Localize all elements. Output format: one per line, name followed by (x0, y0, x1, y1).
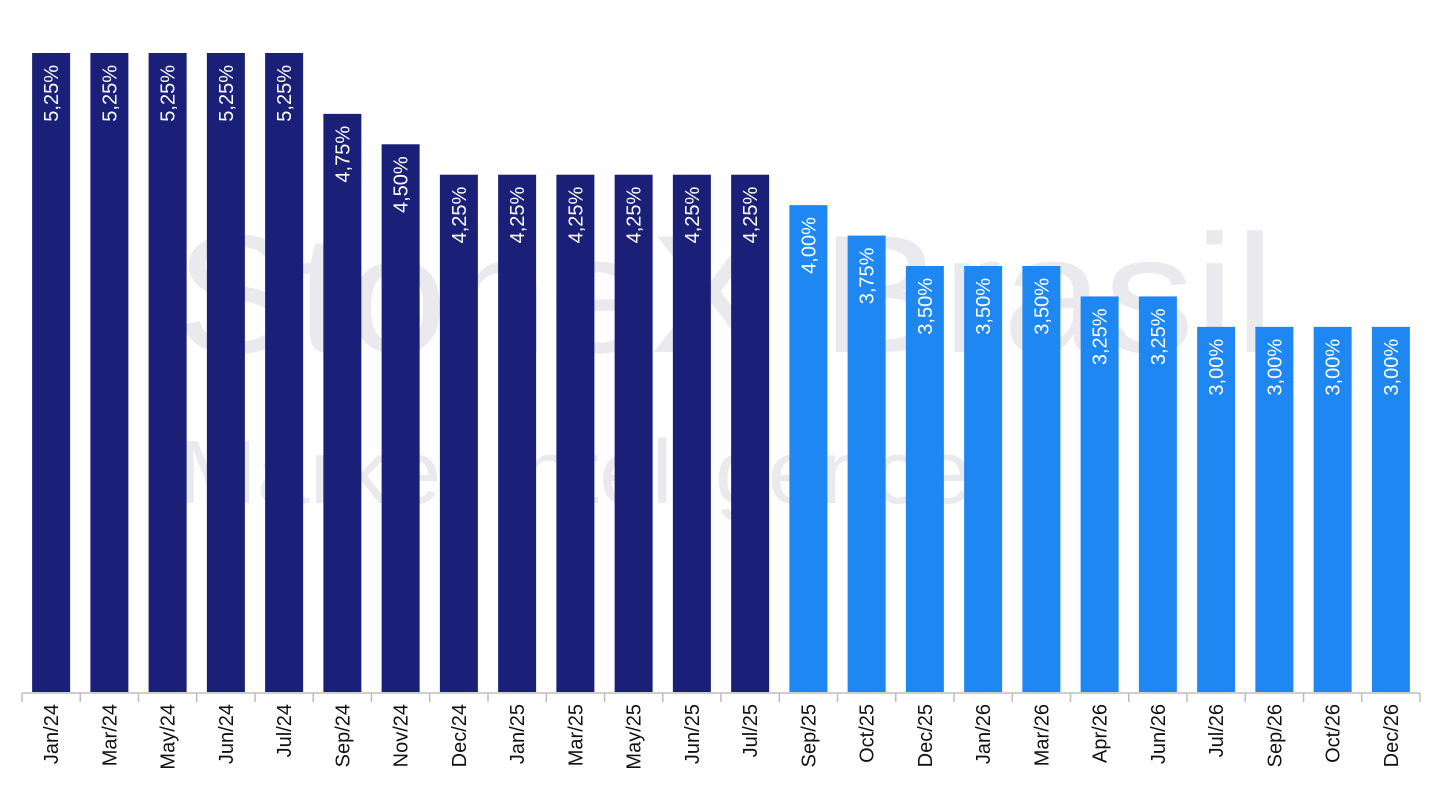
data-label: 5,25% (158, 65, 180, 122)
data-label: 4,25% (624, 187, 646, 244)
x-tick-label: May/24 (158, 704, 180, 770)
x-tick-label: Sep/26 (1264, 704, 1286, 767)
bar-jan-25 (498, 174, 537, 692)
x-tick-label: Sep/25 (798, 704, 820, 767)
bar-oct-25 (847, 235, 886, 693)
bar-sep-24 (323, 113, 362, 693)
bar-jun-24 (206, 53, 245, 692)
data-label: 5,25% (41, 65, 63, 122)
bar-oct-26 (1313, 326, 1352, 692)
x-tick-label: Jan/24 (41, 704, 63, 764)
bar-jul-26 (1197, 326, 1236, 692)
x-tick-label: Nov/24 (391, 704, 413, 767)
data-label: 3,75% (857, 247, 879, 304)
data-label: 5,25% (99, 65, 121, 122)
data-label: 3,25% (1090, 308, 1112, 365)
x-tick-label: Dec/24 (449, 704, 471, 767)
data-label: 5,25% (274, 65, 296, 122)
bar-sep-26 (1255, 326, 1294, 692)
x-tick-label: Dec/26 (1381, 704, 1403, 767)
data-label: 4,50% (391, 156, 413, 213)
data-label: 3,50% (915, 278, 937, 335)
x-tick-label: May/25 (624, 704, 646, 770)
x-tick-label: Oct/25 (857, 704, 879, 763)
bar-jun-26 (1138, 296, 1177, 692)
x-axis-ticks (21, 693, 1421, 702)
x-tick-label: Mar/24 (99, 704, 121, 766)
bar-nov-24 (381, 144, 420, 693)
data-label: 4,25% (565, 187, 587, 244)
x-tick-label: Jul/26 (1206, 704, 1228, 757)
bar-jun-25 (672, 174, 711, 692)
bar-mar-26 (1022, 266, 1061, 692)
x-tick-label: Mar/25 (565, 704, 587, 766)
bar-may-24 (148, 53, 187, 692)
data-label: 3,00% (1264, 339, 1286, 396)
x-tick-label: Apr/26 (1090, 704, 1112, 763)
x-tick-label: Mar/26 (1031, 704, 1053, 766)
x-axis-tick-labels: Jan/24 Mar/24 May/24 Jun/24 Jul/24 Sep/24 Nov/… (41, 704, 1403, 770)
data-label: 3,25% (1148, 308, 1170, 365)
bar-mar-25 (556, 174, 595, 692)
data-label: 4,25% (682, 187, 704, 244)
bar-jan-26 (964, 266, 1003, 692)
x-tick-label: Jan/26 (973, 704, 995, 764)
bars-group (32, 53, 1410, 693)
x-tick-label: Jun/24 (216, 704, 238, 764)
data-label: 4,75% (332, 126, 354, 183)
x-tick-label: Jun/26 (1148, 704, 1170, 764)
bar-may-25 (614, 174, 653, 692)
x-tick-label: Sep/24 (332, 704, 354, 767)
data-label: 4,25% (507, 187, 529, 244)
x-tick-label: Jul/24 (274, 704, 296, 757)
data-label: 4,00% (798, 217, 820, 274)
x-tick-label: Jun/25 (682, 704, 704, 764)
bar-mar-24 (90, 53, 129, 692)
data-label: 3,00% (1381, 339, 1403, 396)
bar-dec-25 (905, 266, 944, 692)
data-label: 3,50% (1031, 278, 1053, 335)
x-tick-label: Jul/25 (740, 704, 762, 757)
bar-labels-group: 5,25% 5,25% 5,25% 5,25% 5,25% 4,75% 4,50% 4,25%… (41, 65, 1403, 396)
data-label: 5,25% (216, 65, 238, 122)
data-label: 4,25% (740, 187, 762, 244)
data-label: 3,00% (1206, 339, 1228, 396)
bar-dec-24 (439, 174, 478, 692)
bar-jan-24 (32, 53, 71, 692)
x-tick-label: Dec/25 (915, 704, 937, 767)
data-label: 4,25% (449, 187, 471, 244)
bar-jul-24 (265, 53, 304, 692)
bar-sep-25 (789, 205, 828, 692)
x-tick-label: Jan/25 (507, 704, 529, 764)
data-label: 3,50% (973, 278, 995, 335)
bar-dec-26 (1371, 326, 1410, 692)
data-label: 3,00% (1323, 339, 1345, 396)
bar-jul-25 (731, 174, 770, 692)
bar-apr-26 (1080, 296, 1119, 692)
x-tick-label: Oct/26 (1323, 704, 1345, 763)
